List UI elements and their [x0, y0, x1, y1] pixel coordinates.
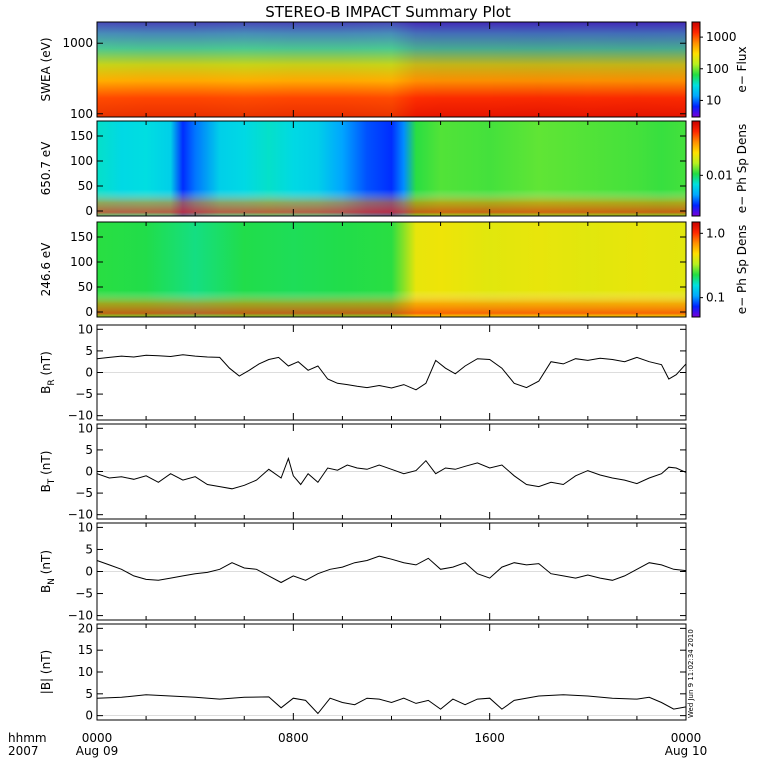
- spectrogram-energy-gradient: [97, 22, 686, 117]
- y-tick-label: 5: [85, 687, 93, 701]
- panel-BN: −10 −5 0 5 10 BN (nT): [39, 520, 687, 623]
- y-axis-label: BT (nT): [39, 451, 57, 493]
- time-axis-label-hhmm: hhmm: [8, 731, 47, 745]
- y-axis-label: SWEA (eV): [39, 37, 53, 101]
- colorbar-tick-label: 0.1: [706, 291, 725, 305]
- x-tick-label: 0000: [671, 731, 702, 745]
- y-tick-label: 10: [78, 520, 93, 534]
- y-tick-label: 150: [70, 230, 93, 244]
- panel-BR: −10 −5 0 5 10 BR (nT): [39, 322, 687, 423]
- y-tick-label: 0: [85, 565, 93, 579]
- panel-swea: 10 100 1000 e− Flux 100 1000 SWEA (eV): [39, 21, 749, 121]
- y-axis-label: BN (nT): [39, 550, 57, 593]
- y-tick-label: 5: [85, 542, 93, 556]
- y-tick-label: 100: [70, 154, 93, 168]
- y-tick-label: 1000: [62, 36, 93, 50]
- y-tick-label: −5: [75, 587, 93, 601]
- panel-frame: [96, 623, 687, 721]
- y-tick-label: −10: [68, 409, 93, 423]
- y-tick-label: 5: [85, 344, 93, 358]
- y-tick-label: 0: [85, 465, 93, 479]
- panel-BT: −10 −5 0 5 10 BT (nT): [39, 421, 687, 522]
- y-tick-label: 10: [78, 421, 93, 435]
- colorbar-pad650: [691, 120, 701, 217]
- y-tick-label: 0: [85, 709, 93, 723]
- y-tick-label: 100: [70, 107, 93, 121]
- x-tick-label: 0000: [82, 731, 113, 745]
- y-tick-label: 100: [70, 255, 93, 269]
- y-axis-label: 650.7 eV: [39, 141, 53, 196]
- y-tick-label: 50: [78, 179, 93, 193]
- series-BR: [96, 354, 687, 391]
- panel-pad650: 0.01 e− Ph Sp Dens 0 50 100 150 650.7 eV: [39, 120, 749, 218]
- y-tick-label: 10: [78, 665, 93, 679]
- y-tick-label: 0: [85, 204, 93, 218]
- y-tick-label: 5: [85, 443, 93, 457]
- time-axis-label-year: 2007: [8, 744, 39, 758]
- y-axis-label: |B| (nT): [39, 650, 53, 694]
- y-tick-label: −5: [75, 387, 93, 401]
- y-tick-label: 0: [85, 305, 93, 319]
- y-tick-label: 50: [78, 280, 93, 294]
- x-tick-date-label: Aug 09: [76, 744, 119, 758]
- colorbar-tick-label: 1000: [706, 30, 737, 44]
- x-tick-label: 0800: [278, 731, 309, 745]
- series-BT: [96, 456, 687, 490]
- plot-title: STEREO-B IMPACT Summary Plot: [265, 3, 511, 21]
- colorbar-label: e− Ph Sp Dens: [735, 225, 749, 314]
- spectrogram-pitch-gradient: [97, 222, 686, 317]
- panel-pad246: 0.1 1.0 e− Ph Sp Dens 0 50 100 150 246.6 eV: [39, 221, 749, 319]
- y-tick-label: −5: [75, 486, 93, 500]
- y-tick-label: 0: [85, 366, 93, 380]
- x-tick-date-label: Aug 10: [665, 744, 708, 758]
- x-tick-label: 1600: [474, 731, 505, 745]
- y-tick-label: −10: [68, 508, 93, 522]
- y-tick-label: 150: [70, 129, 93, 143]
- colorbar-label: e− Ph Sp Dens: [735, 124, 749, 213]
- generation-timestamp: Wed Jun 9 11:02:34 2010: [687, 629, 695, 718]
- colorbar-tick-label: 1.0: [706, 226, 725, 240]
- y-tick-label: 10: [78, 322, 93, 336]
- y-axis-label: 246.6 eV: [39, 242, 53, 297]
- colorbar-tick-label: 10: [706, 93, 721, 107]
- colorbar-tick-label: 100: [706, 62, 729, 76]
- y-tick-label: −10: [68, 609, 93, 623]
- series-BN: [96, 555, 687, 584]
- colorbar-label: e− Flux: [735, 46, 749, 92]
- colorbar-swea: [691, 21, 701, 118]
- spectrogram-pitch-gradient: [97, 121, 686, 216]
- y-tick-label: 20: [78, 621, 93, 635]
- colorbar-tick-label: 0.01: [706, 168, 733, 182]
- y-tick-label: 15: [78, 643, 93, 657]
- colorbar-pad246: [691, 221, 701, 318]
- panel-Bmag: 0 5 10 15 20 |B| (nT): [39, 621, 687, 723]
- series-Bmag: [96, 694, 687, 715]
- y-axis-label: BR (nT): [39, 351, 57, 394]
